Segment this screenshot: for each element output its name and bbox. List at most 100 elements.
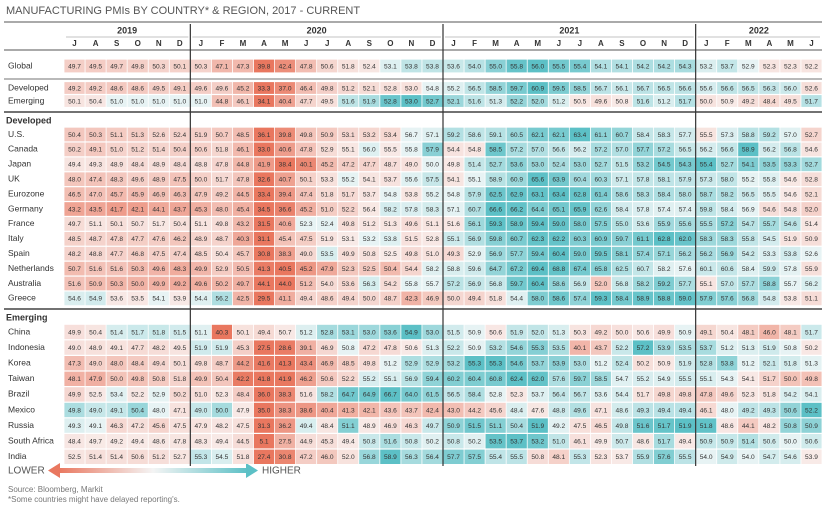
cell-value: 50.6: [489, 329, 502, 336]
cell: [190, 127, 211, 142]
cell: [127, 157, 148, 172]
cell: [527, 418, 548, 433]
cell-value: 66.7: [384, 392, 397, 399]
cell: [127, 402, 148, 418]
cell: [296, 246, 317, 261]
cell: [717, 434, 738, 449]
cell-value: 48.6: [110, 85, 123, 92]
cell-value: 51.9: [784, 236, 797, 243]
cell: [675, 246, 696, 261]
cell-value: 55.5: [763, 191, 776, 198]
cell-value: 49.4: [679, 407, 692, 414]
cell: [296, 231, 317, 246]
cell: [675, 387, 696, 402]
cell-value: 48.1: [742, 329, 755, 336]
cell-value: 54.6: [805, 147, 818, 154]
cell: [422, 402, 443, 418]
cell: [148, 187, 169, 201]
cell: [464, 127, 485, 142]
cell-value: 47.9: [194, 191, 207, 198]
cell-value: 54.6: [784, 191, 797, 198]
cell-value: 58.2: [321, 392, 334, 399]
cell-value: 45.3: [321, 438, 334, 445]
cell-value: 47.7: [131, 345, 144, 352]
cell: [443, 324, 464, 340]
cell: [422, 59, 443, 73]
cell: [338, 217, 359, 231]
cell: [422, 276, 443, 291]
cell-value: 49.1: [110, 345, 123, 352]
cell: [801, 261, 822, 276]
cell: [611, 449, 633, 464]
cell-value: 41.6: [258, 360, 271, 367]
cell: [780, 387, 801, 402]
cell-value: 52.8: [426, 236, 439, 243]
cell-value: 47.7: [131, 236, 144, 243]
cell: [359, 82, 380, 94]
cell-value: 56.0: [784, 85, 797, 92]
cell: [717, 449, 738, 464]
cell-value: 53.7: [700, 345, 713, 352]
cell: [232, 340, 254, 355]
cell: [801, 157, 822, 172]
cell-value: 52.8: [384, 85, 397, 92]
cell: [759, 340, 780, 355]
cell-value: 64.7: [342, 392, 355, 399]
cell-value: 55.0: [489, 63, 502, 70]
cell: [211, 246, 233, 261]
cell-value: 47.9: [89, 376, 102, 383]
cell-value: 51.0: [173, 98, 186, 105]
cell: [443, 371, 464, 386]
cell-value: 55.7: [763, 221, 776, 228]
cell: [780, 82, 801, 94]
cell-value: 58.3: [700, 236, 713, 243]
cell-value: 50.7: [215, 132, 228, 139]
cell-value: 58.3: [721, 236, 734, 243]
cell: [738, 402, 759, 418]
cell-value: 57.0: [531, 147, 544, 154]
cell: [190, 276, 211, 291]
cell-value: 48.9: [194, 236, 207, 243]
cell: [106, 202, 127, 216]
cell-value: 48.1: [784, 329, 797, 336]
cell-value: 58.0: [531, 296, 544, 303]
cell: [696, 202, 717, 216]
cell: [590, 356, 612, 371]
cell-value: 55.3: [531, 345, 544, 352]
cell: [64, 82, 85, 94]
cell-value: 52.2: [131, 392, 144, 399]
cell-value: 49.7: [237, 281, 250, 288]
cell: [548, 291, 569, 306]
legend-high: HIGHER: [262, 466, 301, 477]
cell: [653, 172, 675, 187]
cell-value: 56.5: [447, 392, 460, 399]
cell-value: 53.5: [679, 345, 692, 352]
cell: [253, 340, 275, 355]
cell: [85, 371, 106, 386]
cell-value: 56.9: [573, 281, 586, 288]
cell: [569, 434, 590, 449]
cell: [274, 356, 296, 371]
cell-value: 48.8: [194, 162, 207, 169]
cell: [653, 187, 675, 201]
cell: [696, 291, 717, 306]
cell-value: 36.2: [279, 423, 292, 430]
cell-value: 49.6: [194, 281, 207, 288]
cell: [738, 276, 759, 291]
cell-value: 47.2: [300, 454, 313, 461]
cell: [611, 371, 633, 386]
cell-value: 59.0: [679, 296, 692, 303]
cell: [211, 217, 233, 231]
cell-value: 50.0: [131, 281, 144, 288]
cell-value: 51.9: [679, 423, 692, 430]
cell: [590, 291, 612, 306]
cell: [464, 371, 485, 386]
cell-value: 51.7: [679, 98, 692, 105]
cell-value: 44.1: [152, 206, 165, 213]
cell: [211, 157, 233, 172]
cell-value: 52.2: [805, 63, 818, 70]
cell: [780, 59, 801, 73]
cell-value: 56.0: [531, 63, 544, 70]
cell-value: 50.0: [110, 376, 123, 383]
cell-value: 58.4: [742, 266, 755, 273]
